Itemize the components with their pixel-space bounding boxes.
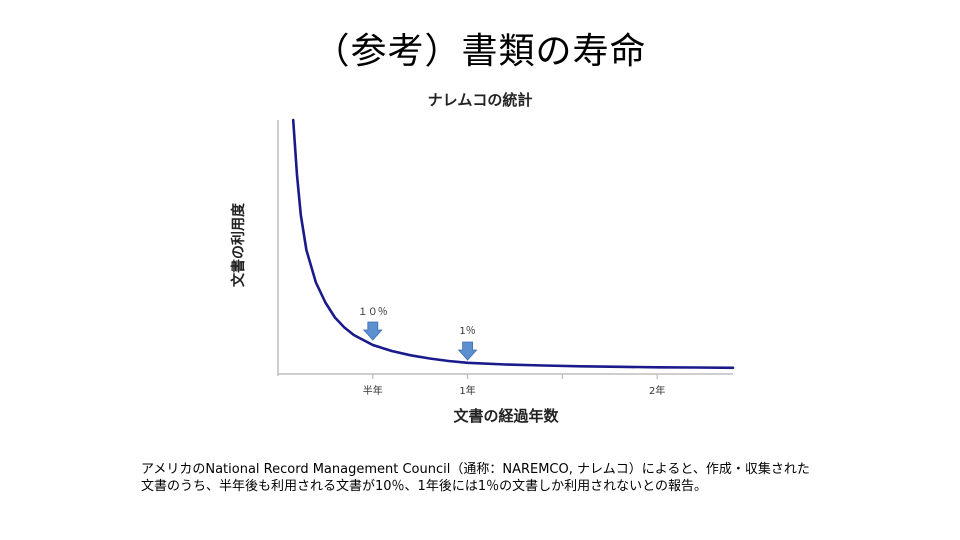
x-tick-label: 半年 (363, 384, 383, 397)
caption-line-1: アメリカのNational Record Management Council（… (141, 462, 810, 477)
x-tick-label: 2年 (649, 384, 665, 397)
x-axis-label: 文書の経過年数 (453, 407, 559, 425)
annotation-label: １０％ (358, 307, 388, 318)
chart-title: ナレムコの統計 (428, 91, 533, 109)
down-arrow-icon (362, 321, 383, 341)
x-ticks: 半年 1年 2年 (363, 374, 665, 397)
x-tick-label: 1年 (459, 384, 475, 397)
y-axis-label: 文書の利用度 (230, 202, 247, 287)
down-arrow-icon (457, 341, 478, 361)
annotation-label: 1％ (459, 326, 475, 337)
usage-curve (291, 118, 735, 370)
series-layer (291, 118, 735, 370)
caption-line-2: 文書のうち、半年後も利用される文書が10％、1年後には1％の文書しか利用されない… (141, 479, 707, 494)
annotations: １０％ 1％ (358, 307, 478, 361)
slide-title: （参考）書類の寿命 (313, 31, 647, 72)
caption: アメリカのNational Record Management Council（… (141, 461, 931, 495)
